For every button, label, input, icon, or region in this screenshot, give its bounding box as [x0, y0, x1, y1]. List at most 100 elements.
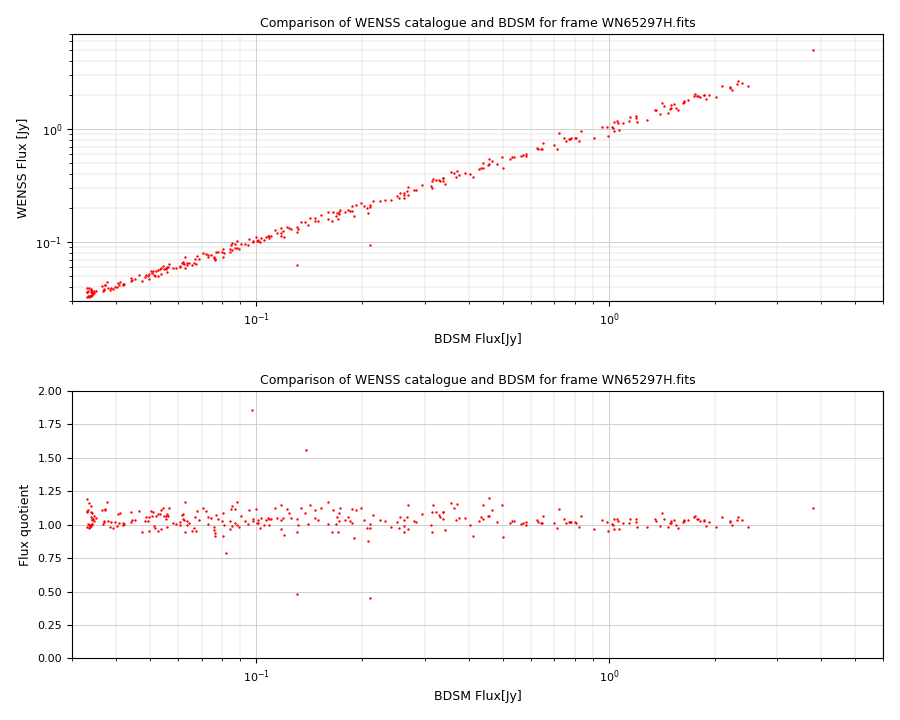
Point — [397, 187, 411, 199]
Point — [173, 520, 187, 531]
Point — [688, 89, 702, 100]
Point — [693, 516, 707, 527]
Point — [328, 211, 343, 222]
Point — [558, 517, 572, 528]
Point — [301, 220, 315, 231]
Point — [629, 516, 643, 528]
Point — [562, 134, 577, 145]
Point — [95, 518, 110, 530]
Point — [657, 513, 671, 524]
Point — [495, 162, 509, 174]
Point — [723, 81, 737, 92]
Point — [564, 132, 579, 144]
Point — [201, 518, 215, 529]
Point — [223, 503, 238, 515]
Point — [158, 262, 173, 274]
Point — [606, 122, 620, 134]
Point — [176, 508, 190, 520]
Point — [222, 243, 237, 255]
Point — [228, 503, 242, 515]
Point — [85, 284, 99, 296]
Point — [185, 526, 200, 537]
Point — [730, 78, 744, 90]
Point — [708, 91, 723, 102]
Point — [723, 515, 737, 526]
Point — [111, 508, 125, 520]
Point — [569, 132, 583, 143]
Point — [466, 531, 481, 542]
Point — [85, 289, 99, 300]
Point — [207, 525, 221, 536]
Point — [230, 519, 244, 531]
Point — [428, 174, 443, 186]
Point — [178, 251, 193, 263]
Point — [401, 523, 416, 535]
Point — [152, 508, 166, 520]
Point — [649, 104, 663, 116]
Point — [79, 287, 94, 298]
Point — [81, 285, 95, 297]
Point — [302, 500, 317, 511]
Point — [383, 194, 398, 206]
Point — [349, 504, 364, 516]
Point — [196, 502, 211, 513]
Point — [242, 233, 256, 245]
Point — [144, 267, 158, 279]
Point — [117, 518, 131, 530]
Point — [225, 245, 239, 256]
Point — [573, 510, 588, 522]
Point — [81, 290, 95, 302]
Point — [275, 512, 290, 523]
Point — [225, 238, 239, 249]
Point — [463, 519, 477, 531]
Y-axis label: WENSS Flux [Jy]: WENSS Flux [Jy] — [17, 117, 30, 217]
Point — [247, 235, 261, 247]
Point — [393, 187, 408, 199]
Point — [425, 183, 439, 194]
Point — [806, 45, 821, 56]
Point — [663, 518, 678, 529]
Point — [320, 206, 335, 217]
Point — [363, 518, 377, 529]
Point — [569, 517, 583, 528]
Point — [426, 499, 440, 510]
Point — [373, 195, 387, 207]
Point — [410, 517, 424, 528]
Point — [363, 592, 377, 603]
Point — [223, 523, 238, 535]
Point — [138, 271, 152, 282]
Point — [95, 281, 110, 292]
Point — [290, 226, 304, 238]
Point — [83, 519, 97, 531]
Point — [223, 239, 238, 251]
Point — [284, 512, 298, 523]
Point — [360, 202, 374, 214]
Point — [652, 521, 667, 532]
Point — [677, 96, 691, 108]
Point — [238, 238, 253, 250]
Point — [282, 222, 296, 233]
Point — [730, 515, 744, 526]
Point — [400, 185, 414, 197]
Point — [363, 201, 377, 212]
Point — [209, 246, 223, 258]
Point — [84, 287, 98, 298]
Point — [148, 523, 162, 534]
Point — [699, 94, 714, 105]
Point — [482, 158, 496, 170]
Point — [693, 91, 707, 102]
Point — [231, 521, 246, 533]
Point — [320, 496, 335, 508]
Point — [723, 516, 737, 528]
Point — [216, 251, 230, 263]
Point — [688, 510, 702, 521]
Point — [81, 519, 95, 531]
Point — [357, 514, 372, 526]
Point — [436, 175, 450, 186]
Point — [472, 163, 486, 175]
Point — [256, 234, 271, 246]
Point — [401, 189, 416, 201]
Point — [715, 511, 729, 523]
Point — [160, 266, 175, 277]
Point — [485, 505, 500, 516]
